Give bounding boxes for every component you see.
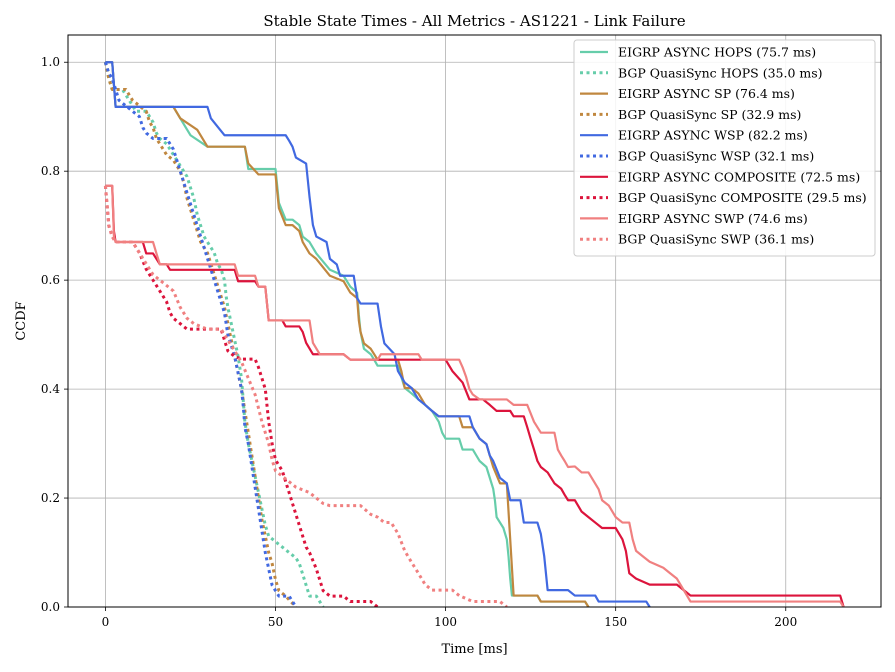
legend-label-bgp-quasisync-sp: BGP QuasiSync SP (32.9 ms) — [618, 107, 801, 122]
series-line-eigrp-async-sp — [105, 61, 590, 607]
legend-label-bgp-quasisync-hops: BGP QuasiSync HOPS (35.0 ms) — [618, 65, 823, 80]
legend-label-bgp-quasisync-composite: BGP QuasiSync COMPOSITE (29.5 ms) — [618, 190, 867, 205]
legend-label-eigrp-async-sp: EIGRP ASYNC SP (76.4 ms) — [618, 86, 795, 101]
series-line-bgp-quasisync-swp — [103, 185, 508, 607]
axes-frame — [67, 34, 882, 608]
y-tick-label: 0.8 — [41, 164, 60, 178]
x-tick-label: 200 — [774, 615, 797, 629]
series-line-bgp-quasisync-hops — [103, 61, 325, 607]
x-tick-label: 100 — [434, 615, 457, 629]
series-line-eigrp-async-swp — [105, 184, 845, 607]
legend-label-bgp-quasisync-swp: BGP QuasiSync SWP (36.1 ms) — [618, 232, 814, 247]
chart-title: Stable State Times - All Metrics - AS122… — [263, 12, 685, 30]
ticks: 0 50 100 150 200 0.0 0.2 0.4 0.6 0.8 1.0 — [41, 55, 797, 629]
series-line-bgp-quasisync-sp — [103, 61, 298, 607]
series-line-eigrp-async-wsp — [105, 61, 651, 607]
x-tick-label: 50 — [268, 615, 283, 629]
legend-label-eigrp-async-swp: EIGRP ASYNC SWP (74.6 ms) — [618, 211, 808, 226]
series-layer — [103, 61, 845, 607]
y-tick-label: 0.4 — [41, 382, 60, 396]
y-axis-label: CCDF — [14, 301, 29, 340]
legend-label-eigrp-async-wsp: EIGRP ASYNC WSP (82.2 ms) — [618, 128, 808, 143]
legend-label-eigrp-async-hops: EIGRP ASYNC HOPS (75.7 ms) — [618, 45, 816, 60]
series-line-bgp-quasisync-composite — [103, 185, 379, 607]
legend-label-bgp-quasisync-wsp: BGP QuasiSync WSP (32.1 ms) — [618, 149, 814, 164]
y-tick-label: 0.2 — [41, 491, 60, 505]
x-tick-label: 0 — [102, 615, 110, 629]
x-axis-label: Time [ms] — [441, 642, 507, 657]
y-tick-label: 0.6 — [41, 273, 60, 287]
legend: EIGRP ASYNC HOPS (75.7 ms) BGP QuasiSync … — [573, 39, 876, 257]
x-tick-label: 150 — [604, 615, 627, 629]
y-tick-label: 0.0 — [41, 600, 60, 614]
y-tick-label: 1.0 — [41, 55, 60, 69]
legend-label-eigrp-async-composite: EIGRP ASYNC COMPOSITE (72.5 ms) — [618, 169, 860, 184]
series-line-eigrp-async-composite — [105, 184, 845, 607]
legend-box — [573, 39, 876, 257]
